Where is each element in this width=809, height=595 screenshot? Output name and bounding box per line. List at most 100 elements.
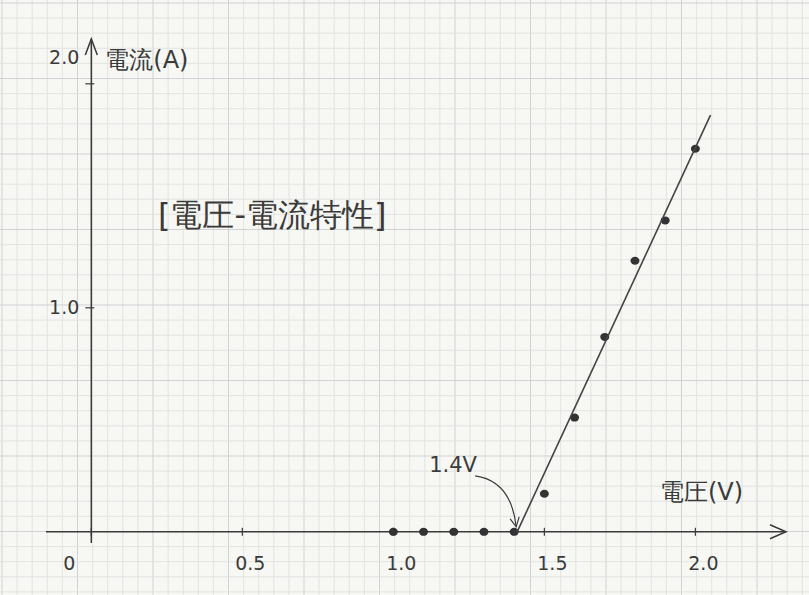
paper-line [32, 0, 33, 595]
paper-line [0, 335, 809, 336]
paper-line [0, 108, 809, 109]
paper-line [0, 305, 809, 306]
paper-line [0, 199, 809, 200]
paper-line [606, 0, 607, 595]
paper-line [2, 0, 3, 595]
paper-line [273, 0, 274, 595]
paper-line [0, 259, 809, 260]
paper-line [0, 576, 809, 577]
paper-line [258, 0, 259, 595]
paper-line [288, 0, 289, 595]
y-tick [85, 307, 94, 308]
x-tick-label: 0.5 [235, 552, 265, 574]
paper-line [590, 0, 591, 595]
paper-line [0, 244, 809, 245]
data-point [389, 528, 398, 536]
paper-line [0, 78, 809, 79]
paper-line [0, 440, 809, 441]
paper-line [409, 0, 410, 595]
paper-line [0, 516, 809, 517]
paper-line [470, 0, 471, 595]
y-axis-title: 電流(A) [105, 46, 188, 74]
paper-line [0, 425, 809, 426]
paper-line [545, 0, 546, 595]
x-tick [695, 528, 696, 536]
paper-line [636, 0, 637, 595]
y-axis [91, 39, 93, 543]
plot-area [389, 115, 711, 536]
paper-line [439, 0, 440, 595]
paper-line [0, 93, 809, 94]
x-axis [46, 531, 786, 533]
paper-line [651, 0, 652, 595]
paper-line [0, 3, 809, 4]
paper-line [0, 380, 809, 381]
paper-line [515, 0, 516, 595]
paper-line [0, 274, 809, 275]
y-tick-label: 2.0 [49, 46, 79, 68]
paper-line [379, 0, 380, 595]
paper-line [122, 0, 123, 595]
data-point [479, 528, 488, 536]
paper-line [213, 0, 214, 595]
data-point [419, 528, 428, 536]
paper-line [621, 0, 622, 595]
paper-line [0, 365, 809, 366]
paper-line [107, 0, 108, 595]
paper-line [0, 410, 809, 411]
paper-line [153, 0, 154, 595]
x-tick-label: 1.5 [537, 552, 567, 574]
paper [0, 0, 809, 595]
paper-line [0, 546, 809, 547]
paper-line [364, 0, 365, 595]
data-point [630, 257, 639, 265]
paper-line [0, 320, 809, 321]
x-axis-title: 電圧(V) [660, 478, 743, 506]
paper-line [243, 0, 244, 595]
paper-line [17, 0, 18, 595]
paper-line [0, 229, 809, 230]
x-tick [544, 528, 545, 536]
paper-line [92, 0, 93, 595]
chart: 0 0.5 1.0 1.5 2.0 1.0 2.0 電流(A) [電圧-電流特性] 電圧(V) 1.… [0, 0, 809, 595]
paper-line [485, 0, 486, 595]
paper-line [0, 154, 809, 155]
fit-line [517, 115, 710, 532]
paper-line [0, 289, 809, 290]
paper-line [802, 0, 803, 595]
title: [電圧-電流特性] [158, 196, 387, 234]
paper-line [560, 0, 561, 595]
paper-line [0, 471, 809, 472]
paper-line [0, 138, 809, 139]
axes: 0 0.5 1.0 1.5 2.0 1.0 2.0 [46, 39, 786, 574]
paper-line [319, 0, 320, 595]
paper-line [334, 0, 335, 595]
x-axis-arrow [770, 525, 786, 539]
paper-line [198, 0, 199, 595]
paper-line [228, 0, 229, 595]
paper-line [0, 18, 809, 19]
annotation-arrowhead [510, 517, 519, 527]
annotation: 1.4V [429, 453, 477, 477]
paper-line [0, 531, 809, 532]
y-tick-label: 1.0 [49, 296, 79, 318]
paper-line [168, 0, 169, 595]
paper-line [0, 591, 809, 592]
paper-line [394, 0, 395, 595]
x-tick-label: 2.0 [688, 552, 718, 574]
data-point [449, 528, 458, 536]
paper-line [183, 0, 184, 595]
paper-line [137, 0, 138, 595]
paper-line [500, 0, 501, 595]
x-tick [242, 528, 243, 536]
paper-line [47, 0, 48, 595]
paper-line [575, 0, 576, 595]
paper-line [424, 0, 425, 595]
paper-line [0, 395, 809, 396]
x-tick-label: 0 [63, 552, 75, 574]
graph-paper [0, 0, 809, 595]
x-tick-label: 1.0 [386, 552, 416, 574]
paper-line [787, 0, 788, 595]
x-tick [91, 528, 92, 536]
paper-line [0, 350, 809, 351]
